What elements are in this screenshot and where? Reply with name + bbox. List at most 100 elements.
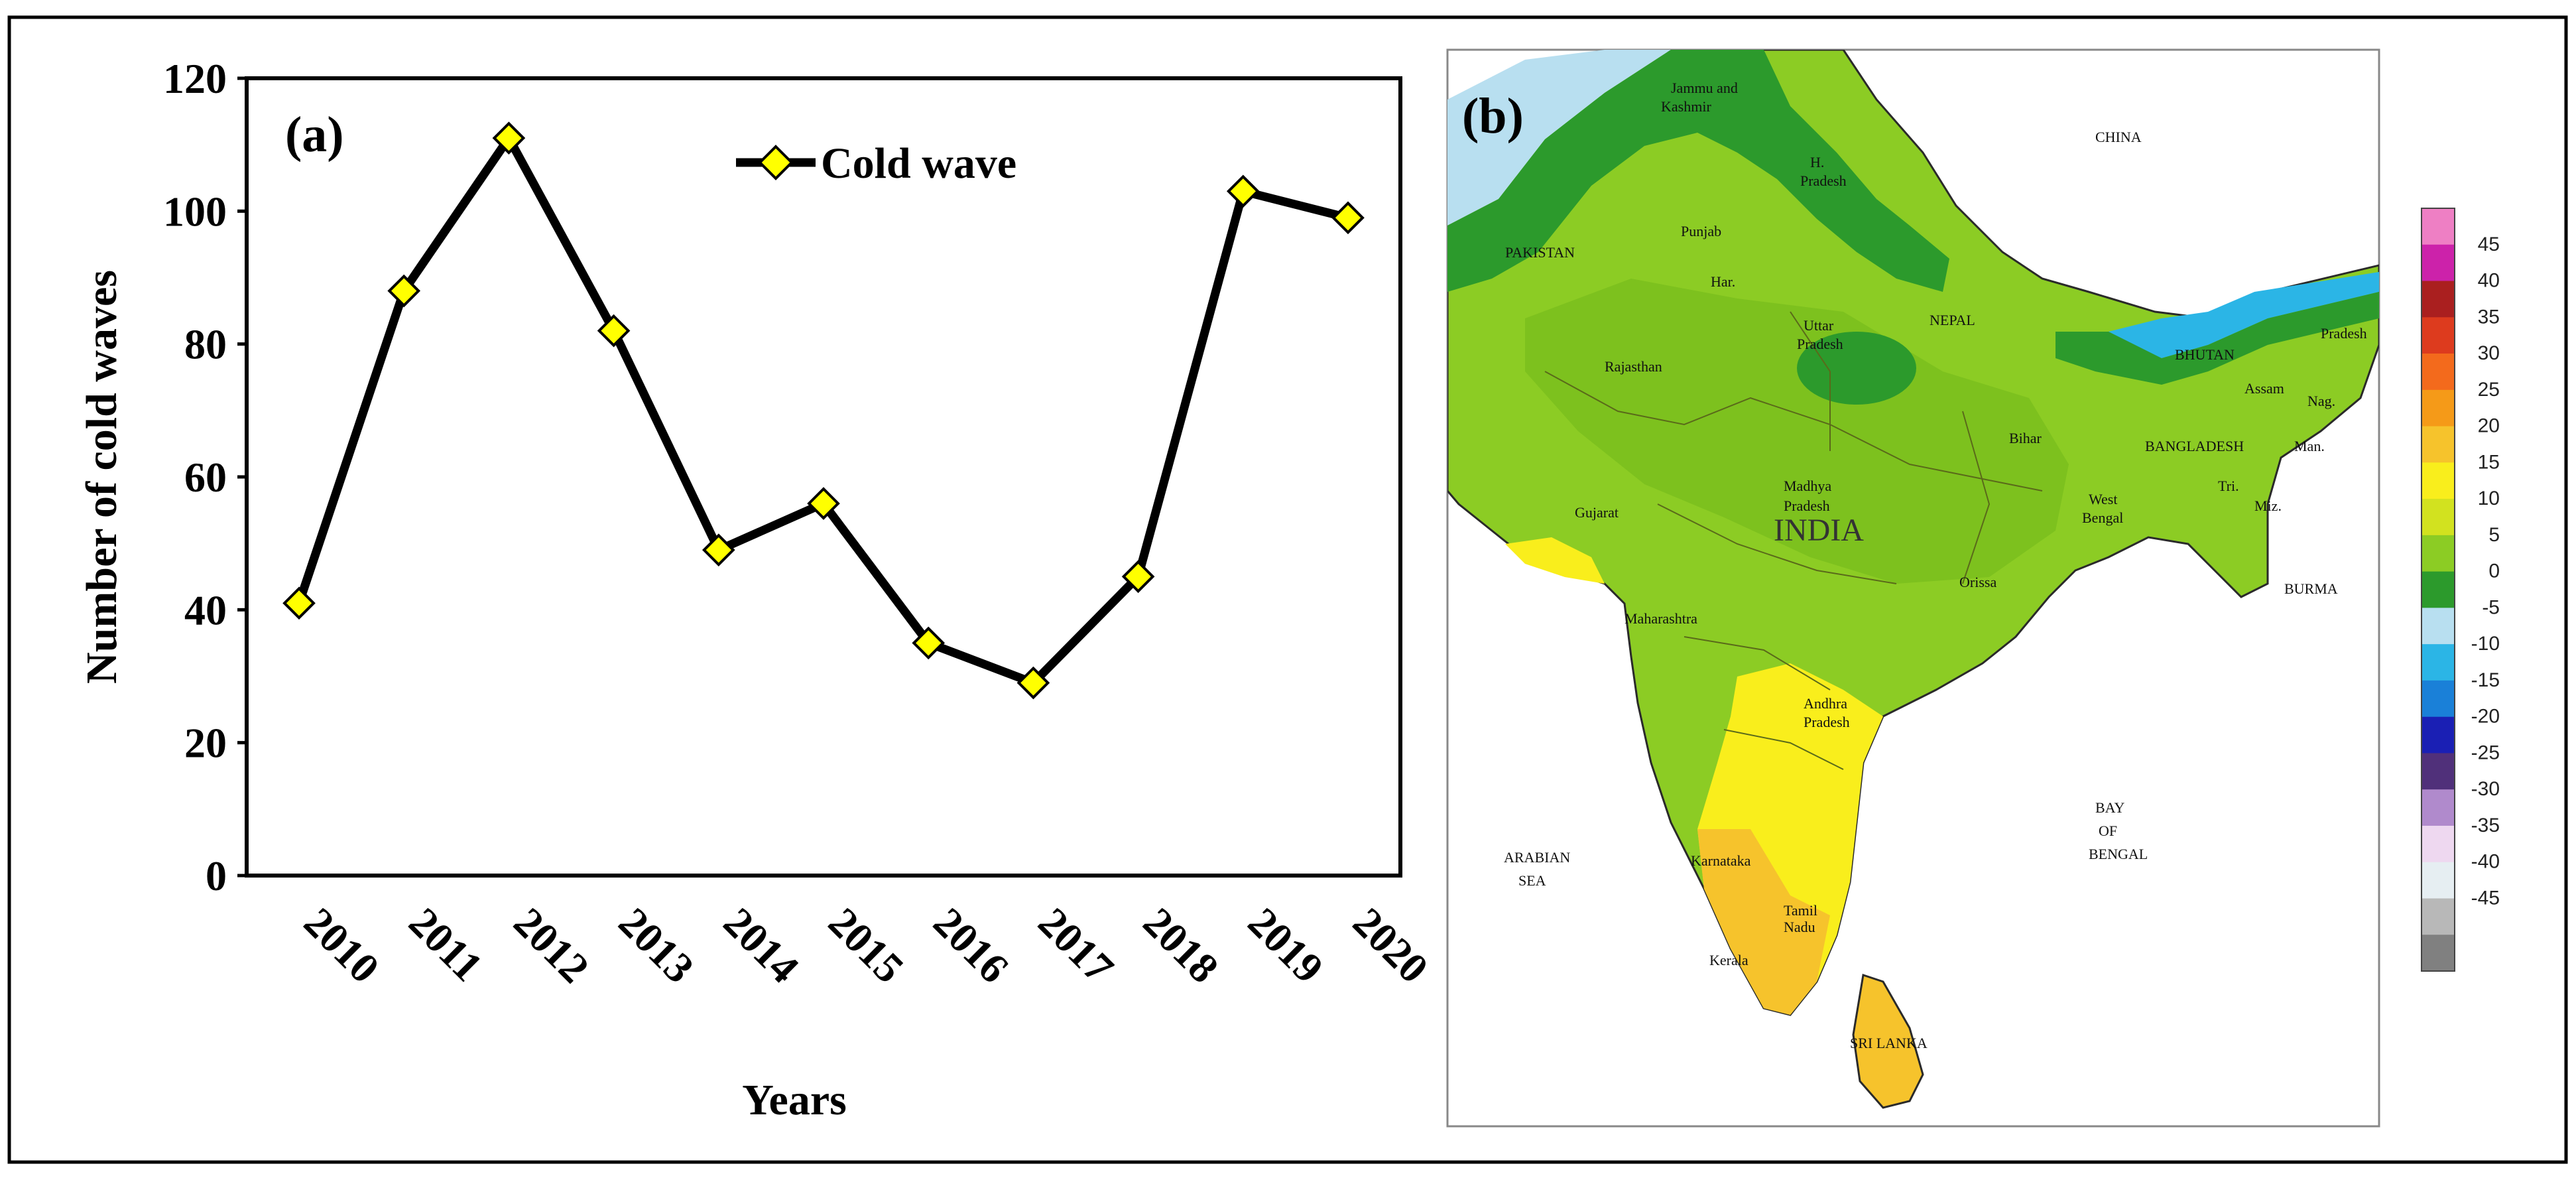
plot-area [245,76,1402,878]
y-tick-label: 0 [206,852,227,899]
label-ap-1: Andhra [1804,695,1847,712]
y-tick-label: 20 [184,720,227,767]
legend-label: Cold wave [821,139,1016,188]
colorbar-tick-label: 5 [2488,524,2500,546]
data-point [807,487,840,520]
colorbar-swatch [2422,317,2455,354]
colorbar-tick-label: -15 [2471,669,2500,691]
label-up-2: Pradesh [1797,336,1843,352]
colorbar-swatch [2422,535,2455,572]
label-kerala: Kerala [1709,952,1748,968]
label-karnataka: Karnataka [1691,852,1751,869]
colorbar-tick-label: 45 [2478,233,2500,255]
colorbar: 45 40 35 30 25 20 15 10 5 0 -5 -10 -15 -20 -25 -30 -35 -4… [2421,208,2500,972]
x-axis-title: Years [742,1076,847,1124]
uttar-pradesh-cold-core [1797,332,1916,405]
data-point [1331,201,1365,235]
gujarat-coast-yellow [1505,537,1605,584]
colorbar-swatch [2422,389,2455,427]
label-arabian: ARABIAN [1504,849,1570,866]
label-arabian-sea: SEA [1518,872,1546,889]
y-tick-label: 80 [184,321,227,368]
temperature-map: Jammu and Kashmir H. Pradesh Punjab Har.… [1446,48,2500,1128]
label-bhutan: BHUTAN [2175,346,2235,363]
data-point [702,533,735,567]
label-har: Har. [1711,273,1735,290]
southern-tip-orange [1697,829,1830,1015]
label-mp-2: Pradesh [1784,497,1830,514]
northern-cold-band [1447,50,1949,292]
northeast-green-band [2055,292,2379,385]
data-point [387,274,421,308]
label-nepal: NEPAL [1930,312,1975,328]
colorbar-tick-label: 10 [2478,488,2500,509]
colorbar-swatch [2422,644,2455,681]
colorbar-swatch [2422,354,2455,391]
y-axis-ticks: 0 20 40 60 80 100 120 [163,55,247,899]
colorbar-tick-label: -10 [2471,633,2500,655]
colorbar-swatch [2422,898,2455,935]
y-tick-label: 40 [184,586,227,633]
label-punjab: Punjab [1681,223,1721,239]
colorbar-tick-label: -25 [2471,742,2500,763]
label-miz: Miz. [2254,497,2282,514]
label-bay-of: OF [2099,822,2117,839]
panel-label-b: (b) [1462,88,1524,144]
data-point [492,121,526,155]
colorbar-tick-label: 15 [2478,451,2500,473]
colorbar-tick-label: -35 [2471,815,2500,836]
label-tn-1: Tamil [1784,902,1817,919]
label-orissa: Orissa [1959,574,1996,590]
northeast-snow [2109,272,2379,358]
series-layer [282,121,1365,700]
colorbar-swatch [2422,571,2455,608]
label-bay: BAY [2095,799,2125,816]
colorbar-tick-label: -40 [2471,851,2500,873]
data-point [912,626,946,660]
legend-marker [758,145,794,180]
data-point [282,586,316,620]
himalaya-snow [1447,50,1671,226]
y-tick-label: 60 [184,454,227,501]
colorbar-tick-label: 0 [2488,560,2500,582]
label-jammu: Jammu and [1671,80,1738,96]
label-hp-2: Pradesh [1800,172,1847,189]
colorbar-tick-label: 20 [2478,415,2500,437]
colorbar-tick-label: 30 [2478,342,2500,364]
colorbar-swatch [2422,716,2455,754]
label-man: Man. [2294,438,2325,454]
central-cold-region [1525,279,2069,584]
label-rajasthan: Rajasthan [1605,358,1662,375]
colorbar-tick-label: 35 [2478,306,2500,328]
colorbar-swatch [2422,862,2455,899]
label-bay-bengal: BENGAL [2089,846,2148,862]
label-tri: Tri. [2218,478,2239,494]
data-point [1121,560,1155,594]
colorbar-swatch [2422,281,2455,318]
label-pakistan: PAKISTAN [1505,244,1575,261]
colorbar-swatch [2422,935,2455,972]
label-tn-2: Nadu [1784,919,1815,935]
label-maharashtra: Maharashtra [1625,610,1697,627]
label-burma: BURMA [2284,580,2338,597]
label-india: INDIA [1774,513,1864,548]
colorbar-tick-label: 40 [2478,270,2500,292]
label-assam: Assam [2244,380,2284,397]
data-point [1226,174,1260,208]
colorbar-swatch [2422,499,2455,536]
y-tick-label: 100 [163,188,227,235]
colorbar-outline [2421,208,2455,972]
colorbar-tick-label: -5 [2482,596,2500,618]
india-state-borders [1544,311,2043,770]
colorbar-swatch [2422,789,2455,826]
colorbar-swatch [2422,244,2455,282]
colorbar-swatch [2422,426,2455,463]
map-labels: Jammu and Kashmir H. Pradesh Punjab Har.… [1504,80,2367,1051]
label-arunachal: Pradesh [2321,325,2367,342]
colorbar-swatch [2422,208,2455,245]
label-wb-2: Bengal [2082,509,2123,526]
colorbar-tick-label: -20 [2471,706,2500,728]
label-sri-lanka: SRI LANKA [1850,1035,1928,1051]
colorbar-swatch [2422,753,2455,790]
